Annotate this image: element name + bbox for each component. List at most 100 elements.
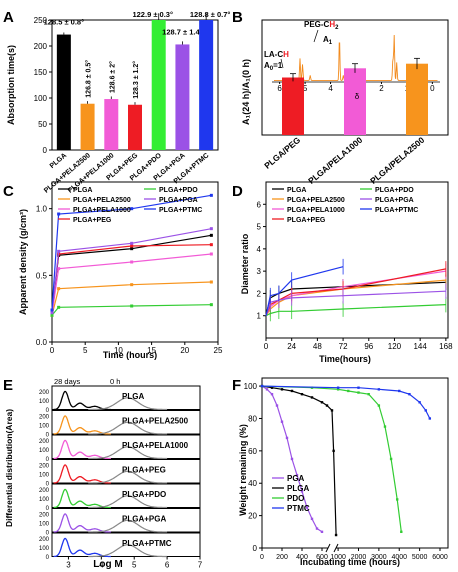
panel-f-legend-label: PLGA [287, 484, 309, 493]
panel-c-frame [51, 181, 219, 343]
panel-c-ytick-label: 0.0 [36, 338, 48, 347]
panel-c-ytick-label: 0.5 [36, 271, 48, 280]
panel-a-angle-label: 128.7 ± 1.4° [162, 27, 202, 36]
panel-c-legend: PLGA PLGA+PELA2500 PLGA+PELA1000 PLGA+PEG PL… [58, 187, 202, 224]
panel-f-point [332, 449, 335, 453]
panel-b-a1-label: A1 [323, 35, 333, 46]
panel-e-ytick-label: 200 [39, 488, 50, 494]
panel-c-point [50, 313, 54, 317]
panel-c-axes: 0 5 10 15 20 25 0.0 0.5 1.0 [36, 181, 223, 355]
panel-f-point [315, 527, 319, 530]
panel-d-letter: D [232, 183, 243, 200]
panel-f-point [320, 401, 324, 404]
panel-f-ytick-label: 60 [248, 447, 257, 456]
panel-a-bar [199, 20, 214, 150]
panel-f-xtick-label: 5000 [412, 554, 428, 561]
panel-b: B 6543210 PLGA/PEGPLGA/PELA1000PLGA/PELA… [232, 9, 449, 186]
panel-b-peg-prefix: PEG-C [304, 20, 330, 29]
panel-e-ytick-label: 100 [39, 399, 50, 405]
panel-a-angle-label: 126.8 ± 0.5° [85, 60, 93, 98]
panel-e-28d-curve [53, 464, 111, 484]
panel-e-xtick-label: 6 [165, 561, 170, 570]
panel-e-ytick-label: 200 [39, 537, 50, 543]
panel-c-xtick-label: 15 [147, 346, 156, 355]
panel-f-point [290, 389, 294, 393]
panel-b-ylabel: A₁(24 h)/A₁(0 h) [241, 59, 251, 125]
panel-b-peg-arrow [313, 29, 319, 43]
panel-e-subplot-label: PLGA+PDO [122, 490, 166, 499]
panel-a-ytick-label: 150 [34, 68, 48, 77]
panel-c-xtick-label: 25 [214, 346, 223, 355]
panel-e-subplot-frame [51, 410, 201, 435]
panel-c-ytick-label: 1.0 [36, 205, 48, 214]
panel-d-xtick-label: 168 [439, 342, 453, 351]
panel-e-ytick-label: 200 [39, 390, 50, 396]
panel-b-bar [282, 77, 304, 135]
panel-c-series-line [51, 281, 212, 316]
panel-b-peg-sub: 2 [335, 25, 339, 31]
panel-c-point [57, 287, 61, 291]
panel-e-xtick-label: 5 [132, 561, 137, 570]
panel-e-0h-curve [88, 470, 168, 484]
panel-c-legend-label: PLGA+PTMC [159, 207, 202, 214]
panel-f-axis-break [333, 543, 339, 553]
panel-c-series-line [51, 194, 212, 311]
panel-b-nmr-tick-label: 4 [328, 84, 333, 93]
panel-d-legend-label: PLGA+PGA [375, 197, 414, 204]
panel-f-point [265, 388, 269, 391]
panel-b-la-arrow [280, 58, 284, 69]
panel-b-a1-sub: 1 [329, 40, 333, 46]
panel-f-point [418, 401, 421, 404]
panel-f-point [280, 420, 284, 423]
panel-b-letter: B [232, 9, 243, 26]
panel-e-0h-label: 0 h [110, 377, 120, 386]
panel-d-xlabel: Time(hours) [319, 354, 371, 364]
panel-e-subplot-label: PLGA+PELA2500 [122, 417, 189, 426]
panel-d-axes: 0 24 48 72 96 120 144 168 1 2 3 4 5 6 [257, 181, 453, 351]
panel-c-xlabel: Time (hours) [103, 350, 157, 360]
panel-c-point [209, 233, 213, 237]
panel-e-28d-curve [53, 513, 111, 533]
panel-f-legend-label: PGA [287, 474, 305, 483]
panel-b-a0-eq: =1 [273, 61, 283, 70]
panel-a-angle-label: 128.8 ± 0.7° [190, 10, 230, 19]
panel-f-xtick-label: 200 [276, 554, 288, 561]
panel-d-legend-label: PLGA+PELA2500 [287, 197, 345, 204]
panel-c-point [130, 283, 134, 287]
panel-d-ytick-label: 6 [257, 200, 262, 209]
panel-c-point [57, 249, 61, 253]
panel-d-xtick-label: 24 [287, 342, 296, 351]
panel-e-ytick-label: 0 [46, 555, 50, 561]
panel-c-legend-label: PLGA+PEG [73, 217, 112, 224]
panel-b-a0-label: A0=1 [264, 61, 283, 72]
panel-f-point [285, 436, 289, 440]
panel-f-xtick-label: 4000 [391, 554, 407, 561]
panel-a-bar [151, 20, 166, 150]
panel-c-ylabel: Apparent density (g/cm³) [18, 209, 28, 315]
panel-f-series-line [261, 385, 402, 532]
panel-c-legend-label: PLGA+PELA1000 [73, 207, 131, 214]
panel-c-point [209, 280, 213, 284]
panel-f-axis-break-gap [328, 542, 336, 554]
panel-f-xtick-label: 2000 [351, 554, 367, 561]
panel-b-category-label: PLGA/PELA2500 [368, 135, 426, 186]
panel-a-angle-label: 122.9 ± 0.3° [132, 10, 172, 19]
panel-c-point [209, 243, 213, 247]
panel-c-series-line [51, 304, 212, 316]
panel-d-xtick-label: 72 [339, 342, 348, 351]
panel-c-point [130, 304, 134, 308]
panel-e-ytick-label: 100 [39, 423, 50, 429]
panel-b-bar [406, 63, 428, 136]
panel-d-series-line [265, 290, 446, 316]
panel-a-angle-label: 128.5 ± 0.8° [44, 18, 84, 27]
panel-f-point [300, 490, 304, 493]
panel-f-axis-break [325, 543, 331, 553]
panel-e-subplot-frame [51, 483, 201, 508]
panel-e-28d-curve [53, 439, 111, 460]
panel-d-xtick-label: 144 [413, 342, 427, 351]
panel-c-point [209, 303, 213, 307]
panel-a-bar [80, 103, 95, 150]
panel-c-xtick-label: 10 [114, 346, 123, 355]
panel-c-point [130, 241, 134, 245]
